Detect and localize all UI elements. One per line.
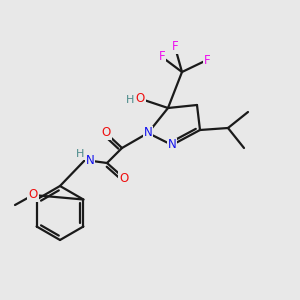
- Text: N: N: [85, 154, 94, 166]
- Text: O: O: [101, 127, 111, 140]
- Text: O: O: [119, 172, 129, 184]
- Text: N: N: [168, 139, 176, 152]
- Text: O: O: [28, 188, 38, 202]
- Text: H: H: [126, 95, 134, 105]
- Text: F: F: [204, 53, 210, 67]
- Text: O: O: [135, 92, 145, 104]
- Text: F: F: [172, 40, 178, 53]
- Text: H: H: [76, 149, 84, 159]
- Text: N: N: [144, 127, 152, 140]
- Text: F: F: [159, 50, 165, 64]
